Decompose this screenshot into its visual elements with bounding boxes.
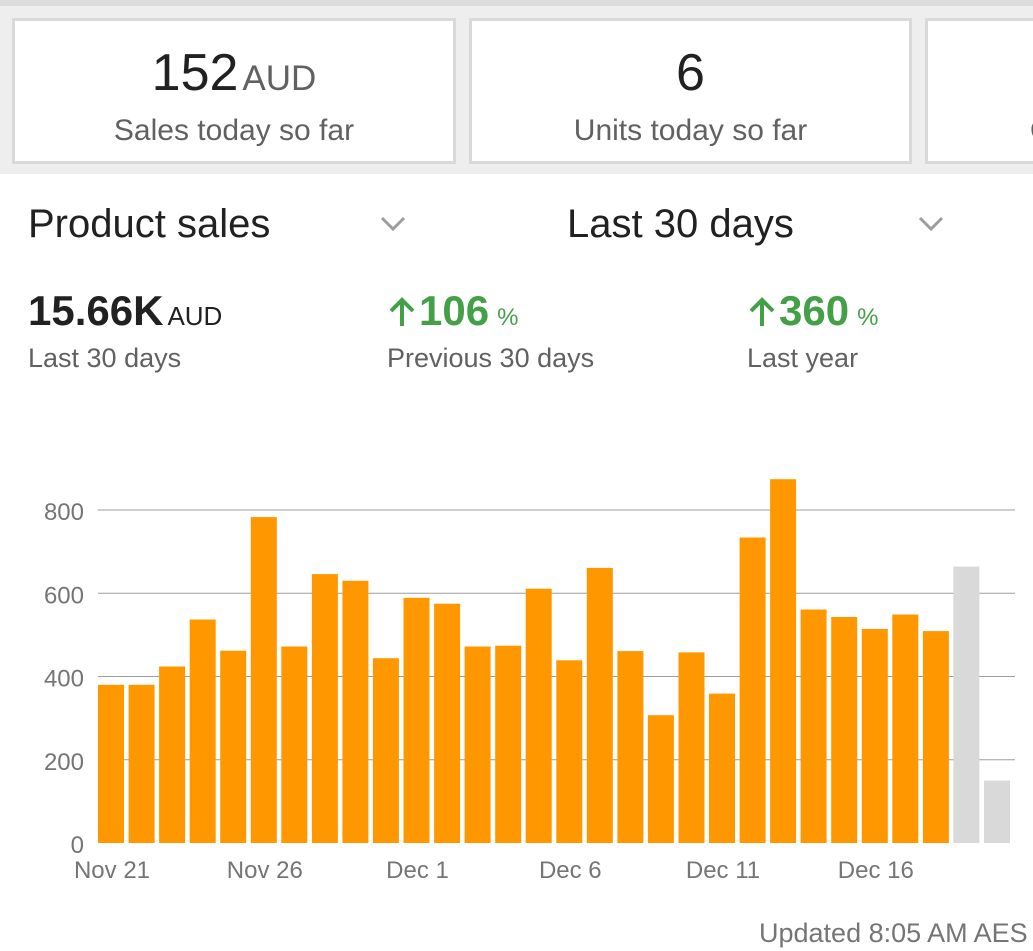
- sales-today-amount: 152: [151, 44, 239, 102]
- bar[interactable]: [434, 603, 461, 843]
- units-today-value: 6: [676, 44, 705, 102]
- arrow-up-icon: [389, 297, 415, 326]
- x-tick-label: Dec 6: [539, 857, 602, 884]
- bar[interactable]: [770, 479, 797, 843]
- last-year-percent: %: [857, 304, 879, 331]
- chevron-down-icon: [918, 216, 944, 232]
- y-tick-label: 400: [44, 666, 84, 693]
- total-sales-stat: 15.66K AUD Last 30 days: [28, 285, 222, 377]
- bar[interactable]: [98, 684, 124, 843]
- bar[interactable]: [586, 567, 613, 843]
- x-tick-label: Dec 16: [838, 857, 914, 884]
- last-year-label: Last year: [747, 343, 859, 373]
- bar[interactable]: [953, 566, 980, 843]
- bar[interactable]: [831, 617, 858, 843]
- bar[interactable]: [128, 684, 155, 843]
- previous-period-change: 106: [419, 287, 490, 334]
- date-range-dropdown[interactable]: Last 30 days: [567, 198, 967, 250]
- total-sales-value: 15.66K: [28, 287, 164, 334]
- last-year-change: 360: [779, 287, 850, 334]
- total-sales-period: Last 30 days: [28, 343, 182, 373]
- bar[interactable]: [739, 537, 766, 844]
- bar[interactable]: [984, 780, 1010, 843]
- chevron-down-icon: [380, 216, 406, 232]
- sales-today-label: Sales today so far: [113, 114, 355, 147]
- bar[interactable]: [647, 715, 674, 843]
- bar[interactable]: [311, 574, 338, 843]
- date-range-dropdown-label: Last 30 days: [567, 202, 794, 246]
- bar[interactable]: [403, 597, 430, 843]
- sales-today-card[interactable]: 152 AUD Sales today so far: [12, 18, 456, 164]
- bar[interactable]: [617, 651, 644, 843]
- y-tick-label: 600: [44, 582, 84, 609]
- bar[interactable]: [342, 580, 369, 843]
- bar[interactable]: [159, 666, 186, 844]
- last-year-value-row: 360%: [747, 285, 878, 337]
- third-card-label: O: [1030, 113, 1033, 149]
- total-sales-currency: AUD: [167, 301, 223, 331]
- bar[interactable]: [464, 646, 491, 844]
- previous-period-label: Previous 30 days: [387, 343, 595, 373]
- sales-today-currency: AUD: [242, 59, 317, 98]
- bar[interactable]: [525, 588, 552, 843]
- previous-period-stat: 106% Previous 30 days: [387, 285, 594, 377]
- bar[interactable]: [189, 619, 216, 844]
- third-summary-card[interactable]: O: [925, 18, 1033, 164]
- bar[interactable]: [250, 517, 277, 843]
- y-tick-label: 0: [71, 832, 84, 859]
- y-tick-label: 800: [44, 499, 84, 526]
- bar[interactable]: [678, 652, 705, 843]
- total-sales-value-row: 15.66K AUD: [28, 285, 222, 337]
- units-today-card[interactable]: 6 Units today so far: [469, 18, 912, 164]
- x-tick-label: Dec 11: [686, 857, 760, 884]
- metric-dropdown[interactable]: Product sales: [28, 198, 418, 250]
- updated-timestamp: Updated 8:05 AM AES: [759, 918, 1028, 948]
- x-tick-label: Nov 21: [74, 857, 150, 884]
- x-tick-label: Dec 1: [386, 857, 449, 884]
- bar[interactable]: [495, 645, 522, 843]
- bar[interactable]: [281, 646, 308, 844]
- sales-today-value: 152 AUD: [15, 43, 453, 109]
- sales-bar-chart[interactable]: 0 200 400 600 800 Nov 21 Nov 26 Dec 1 Dec 6 Dec 1…: [0, 460, 1033, 890]
- x-tick-label: Nov 26: [227, 857, 303, 884]
- bar[interactable]: [922, 631, 949, 843]
- bar[interactable]: [861, 629, 888, 843]
- bar[interactable]: [220, 650, 247, 843]
- arrow-up-icon: [749, 297, 775, 326]
- previous-period-percent: %: [497, 304, 519, 331]
- bar[interactable]: [709, 693, 735, 843]
- bar[interactable]: [892, 614, 919, 844]
- units-today-label: Units today so far: [573, 114, 808, 147]
- metric-dropdown-label: Product sales: [28, 202, 271, 246]
- bar[interactable]: [800, 609, 827, 844]
- last-year-stat: 360% Last year: [747, 285, 878, 377]
- bar[interactable]: [372, 658, 399, 843]
- top-divider: [0, 0, 1033, 6]
- previous-period-value-row: 106%: [387, 285, 594, 337]
- y-tick-label: 200: [44, 749, 84, 776]
- bar[interactable]: [556, 660, 583, 843]
